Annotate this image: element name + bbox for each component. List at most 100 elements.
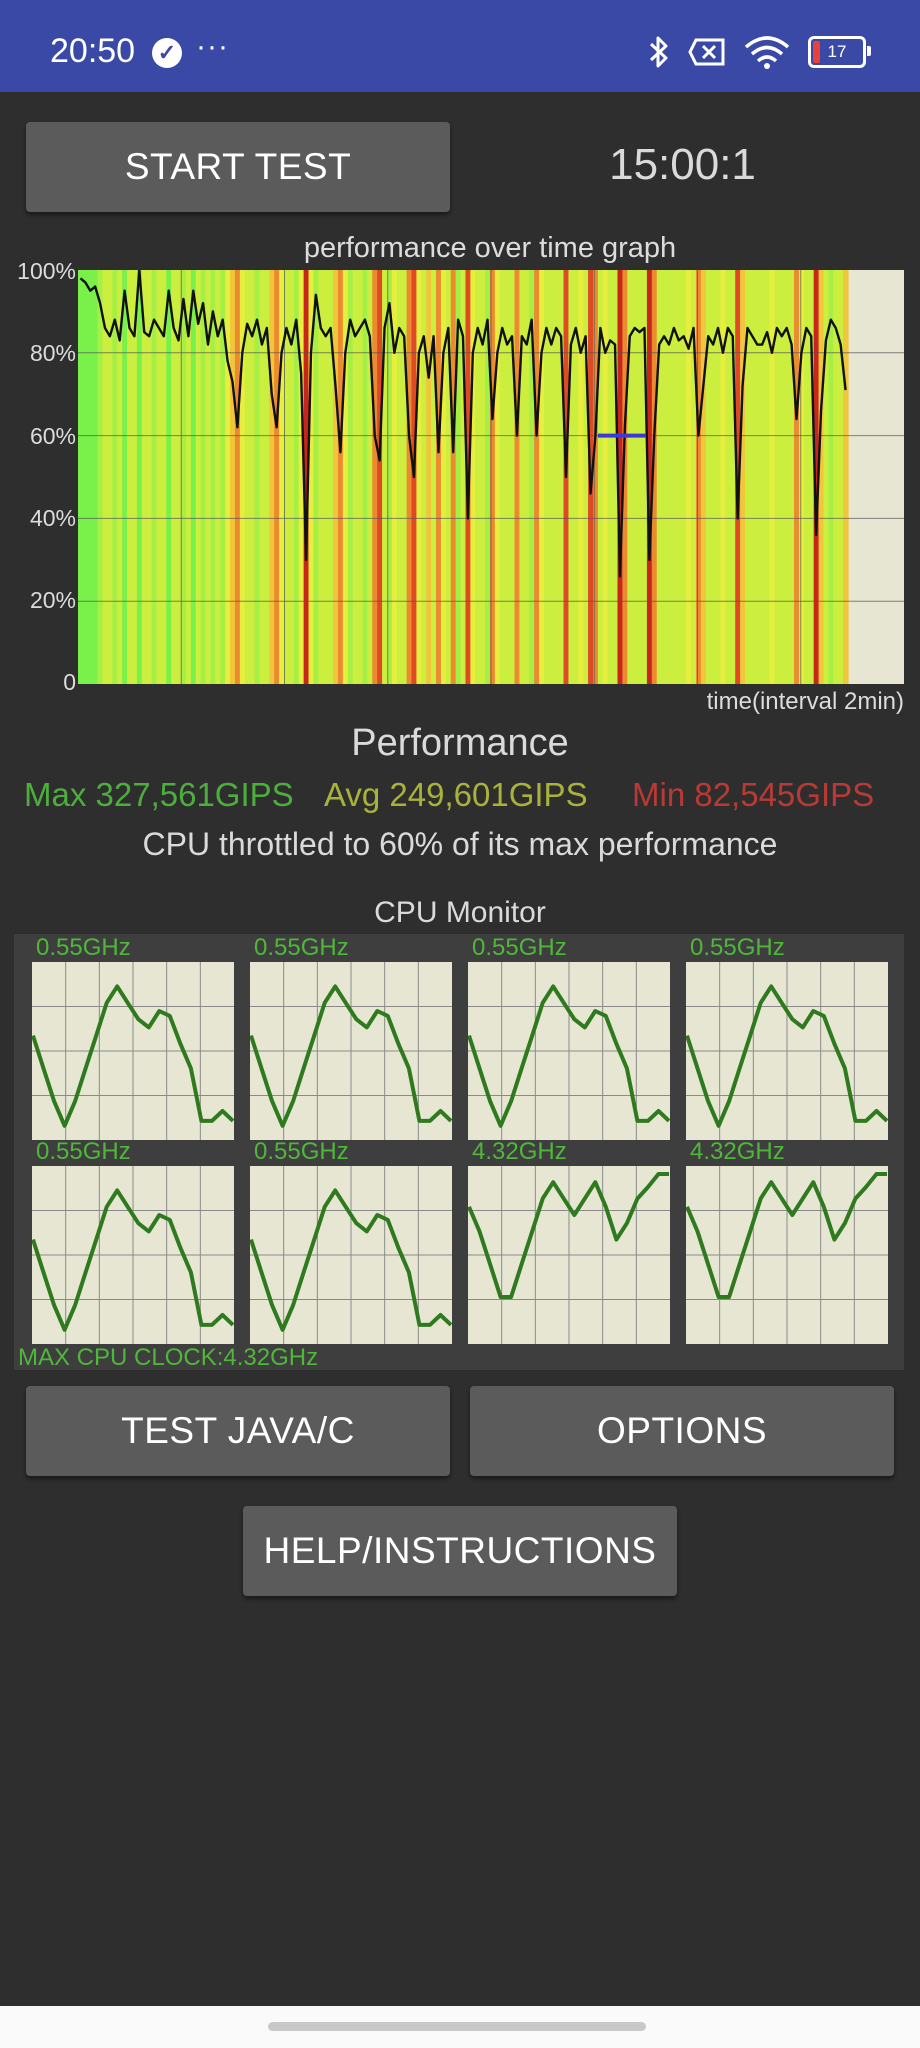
perf-bar <box>710 270 717 684</box>
perf-bar <box>794 270 800 684</box>
perf-bar <box>833 270 839 684</box>
perf-bar <box>823 270 829 684</box>
help-instructions-button[interactable]: HELP/INSTRUCTIONS <box>243 1506 677 1596</box>
cpu-core-4: 0.55GHz <box>32 1138 234 1344</box>
perf-bar <box>372 270 378 684</box>
performance-line <box>79 270 847 578</box>
test-java-c-button[interactable]: TEST JAVA/C <box>26 1386 450 1476</box>
max-performance: Max 327,561GIPS <box>24 776 294 813</box>
perf-bar <box>754 270 761 684</box>
perf-bar <box>239 270 246 684</box>
status-time: 20:50 <box>50 32 136 70</box>
perf-bar <box>632 270 638 684</box>
perf-bar <box>803 270 810 684</box>
y-tick-60: 60% <box>29 423 76 449</box>
perf-bar <box>470 270 476 684</box>
perf-bar <box>293 270 300 684</box>
perf-bar <box>558 270 565 684</box>
perf-bar <box>705 270 712 684</box>
options-button[interactable]: OPTIONS <box>470 1386 894 1476</box>
perf-bar <box>828 270 834 684</box>
cpu-core-2: 0.55GHz <box>468 934 670 1140</box>
perf-bar <box>681 270 687 684</box>
perf-bar <box>539 270 545 684</box>
perf-bar <box>745 270 751 684</box>
y-tick-100: 100% <box>17 258 76 284</box>
perf-bar <box>421 270 427 684</box>
perf-bar <box>592 270 599 684</box>
perf-bar <box>308 270 315 684</box>
perf-bar <box>107 270 113 684</box>
cpu-core-0: 0.55GHz <box>32 934 234 1140</box>
perf-bar <box>87 270 94 684</box>
perf-bar <box>347 270 354 684</box>
core-frequency: 0.55GHz <box>690 934 785 961</box>
perf-bar <box>230 270 236 684</box>
perf-bar <box>779 270 785 684</box>
battery-level: 17 <box>827 42 847 61</box>
perf-bar <box>568 270 574 684</box>
core-trace <box>468 1172 669 1299</box>
perf-bar <box>671 270 677 684</box>
perf-bar <box>367 270 373 684</box>
throttle-text: CPU throttled to 60% of its max performa… <box>142 826 778 862</box>
perf-bar <box>666 270 673 684</box>
perf-bar <box>607 270 614 684</box>
perf-bar <box>529 270 535 684</box>
perf-bar <box>180 270 187 684</box>
perf-bar <box>843 270 849 684</box>
core-frequency: 0.55GHz <box>472 934 567 961</box>
home-gesture-bar[interactable] <box>268 2022 646 2031</box>
perf-bar <box>323 270 329 684</box>
core-graph <box>686 1166 888 1344</box>
perf-bar <box>249 270 256 684</box>
perf-bar <box>274 270 280 684</box>
cpu-core-7: 4.32GHz <box>686 1138 888 1344</box>
perf-bar <box>166 270 172 684</box>
perf-bar <box>494 270 501 684</box>
perf-bar <box>691 270 697 684</box>
perf-bar <box>789 270 795 684</box>
start-test-button[interactable]: START TEST <box>26 122 450 212</box>
core-graph <box>32 1166 234 1344</box>
core-graph <box>468 962 670 1140</box>
perf-bar <box>617 270 623 684</box>
core-frequency: 0.55GHz <box>254 1138 349 1165</box>
check-circle-icon: ✓ <box>152 38 182 68</box>
perf-bar <box>171 270 177 684</box>
perf-bar <box>146 270 153 684</box>
perf-bar <box>386 270 393 684</box>
perf-bar <box>642 270 648 684</box>
y-tick-40: 40% <box>29 505 76 531</box>
perf-bar <box>136 270 143 684</box>
perf-bar <box>220 270 226 684</box>
perf-bar <box>357 270 364 684</box>
perf-bar <box>553 270 560 684</box>
more-icon: ··· <box>196 30 229 63</box>
perf-bar <box>524 270 530 684</box>
perf-bar <box>735 270 741 684</box>
perf-bar <box>112 270 118 684</box>
perf-bar <box>637 270 643 684</box>
perf-bar <box>651 270 658 684</box>
perf-bar <box>195 270 202 684</box>
perf-bar <box>396 270 403 684</box>
no-sim-icon <box>688 38 725 66</box>
perf-bar <box>288 270 295 684</box>
perf-bar <box>92 270 99 684</box>
perf-bar <box>269 270 275 684</box>
min-performance: Min 82,545GIPS <box>632 776 875 813</box>
perf-bar <box>283 270 290 684</box>
core-frequency: 4.32GHz <box>472 1138 567 1165</box>
perf-bar <box>225 270 231 684</box>
perf-bar <box>455 270 462 684</box>
perf-bar <box>298 270 305 684</box>
perf-bar <box>401 270 408 684</box>
perf-bar <box>382 270 388 684</box>
perf-bar <box>176 270 182 684</box>
perf-bar <box>264 270 270 684</box>
battery-icon: 17 <box>808 36 871 68</box>
performance-title: Performance <box>351 722 569 764</box>
perf-bar <box>695 270 702 684</box>
perf-bar <box>234 270 241 684</box>
